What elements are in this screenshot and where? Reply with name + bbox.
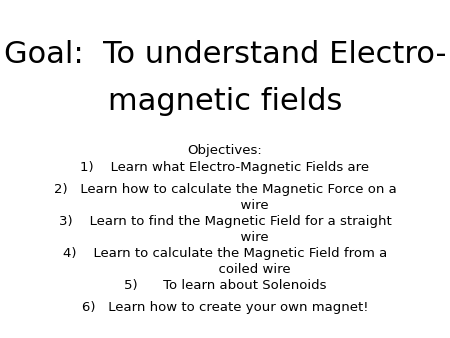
Text: 1)    Learn what Electro-Magnetic Fields are: 1) Learn what Electro-Magnetic Fields ar… bbox=[81, 161, 369, 173]
Text: Objectives:: Objectives: bbox=[188, 144, 262, 156]
Text: 3)    Learn to find the Magnetic Field for a straight
              wire: 3) Learn to find the Magnetic Field for … bbox=[58, 215, 392, 244]
Text: magnetic fields: magnetic fields bbox=[108, 87, 342, 116]
Text: 2)   Learn how to calculate the Magnetic Force on a
              wire: 2) Learn how to calculate the Magnetic F… bbox=[54, 183, 396, 212]
Text: 4)    Learn to calculate the Magnetic Field from a
              coiled wire: 4) Learn to calculate the Magnetic Field… bbox=[63, 247, 387, 276]
Text: Goal:  To understand Electro-: Goal: To understand Electro- bbox=[4, 40, 446, 69]
Text: 6)   Learn how to create your own magnet!: 6) Learn how to create your own magnet! bbox=[82, 301, 368, 314]
Text: 5)      To learn about Solenoids: 5) To learn about Solenoids bbox=[124, 279, 326, 292]
